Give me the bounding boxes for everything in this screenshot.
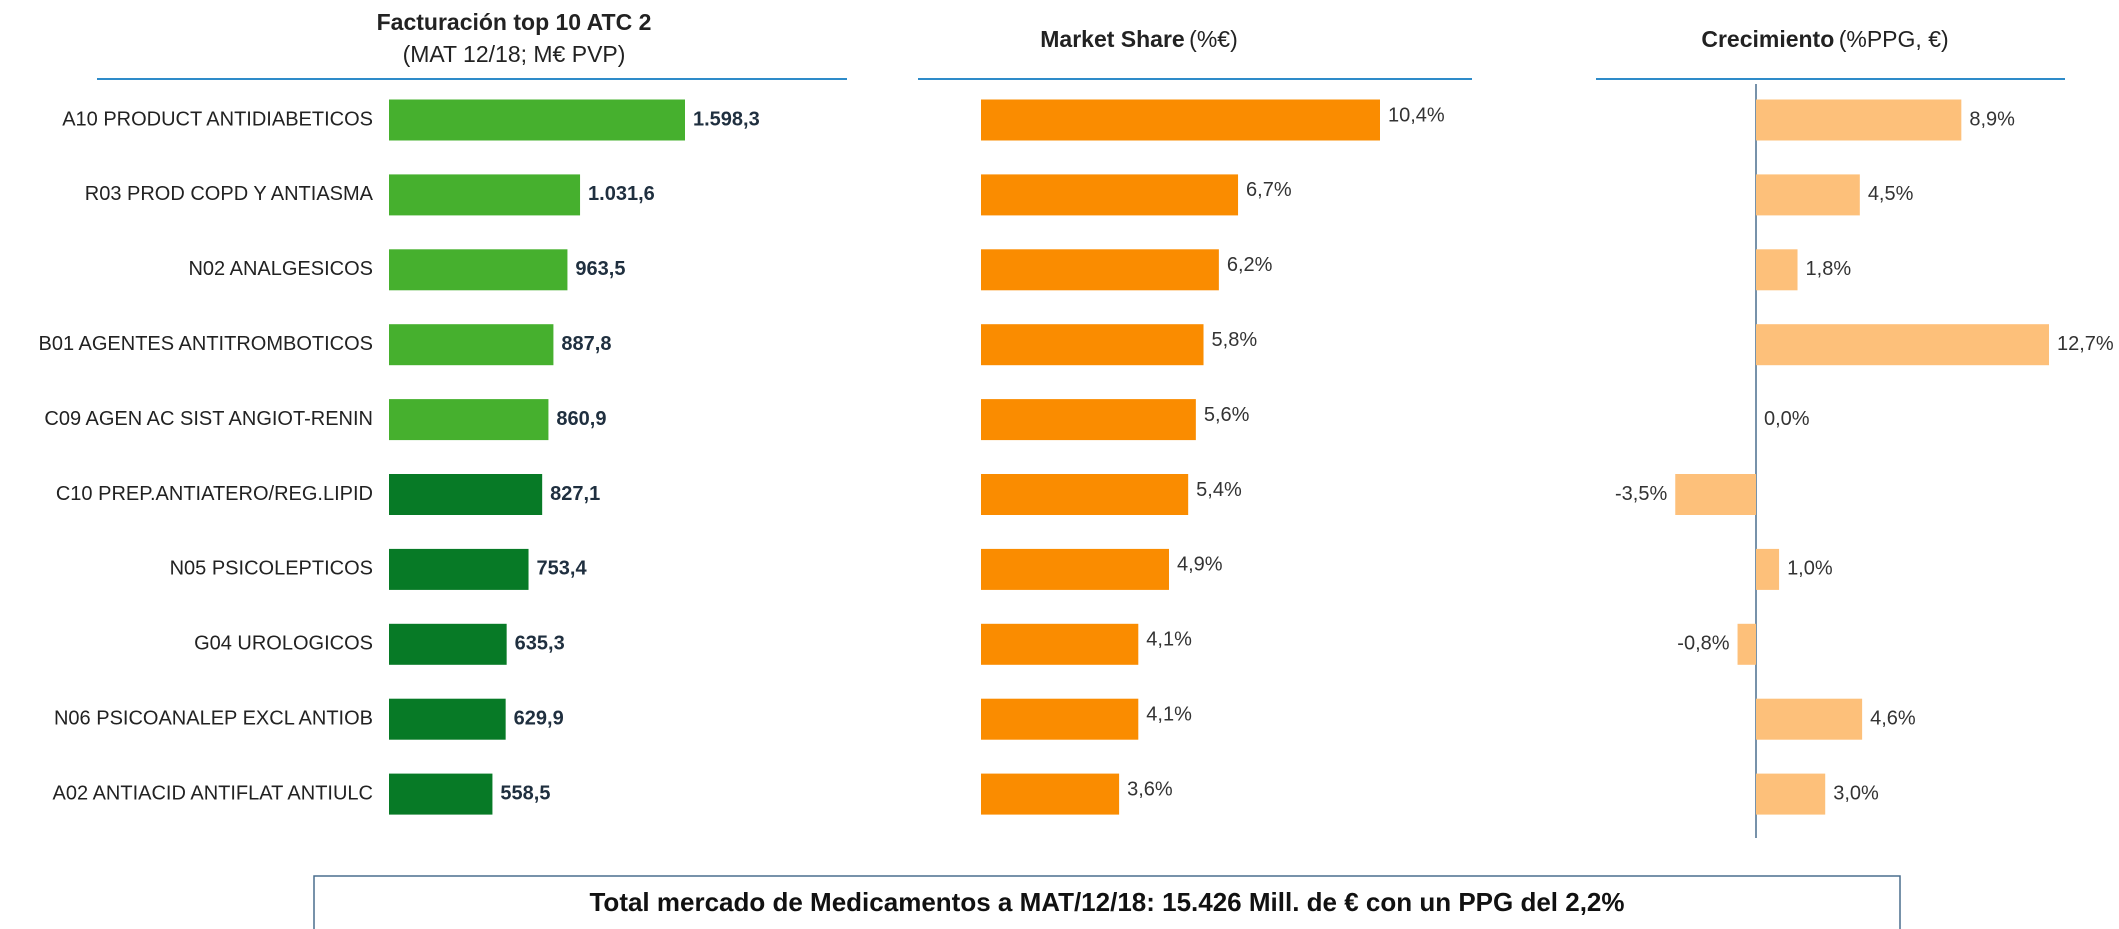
chart-title-group: Market Share (%€) <box>1040 26 1237 52</box>
bar <box>389 623 507 665</box>
value-label: 0,0% <box>1764 408 1810 430</box>
value-label: 4,6% <box>1870 707 1916 729</box>
bar <box>981 698 1139 740</box>
category-label: R03 PROD COPD Y ANTIASMA <box>85 183 374 205</box>
category-label: N02 ANALGESICOS <box>188 258 373 280</box>
value-label: 12,7% <box>2057 333 2114 355</box>
bar <box>389 548 529 590</box>
category-label: A10 PRODUCT ANTIDIABETICOS <box>62 108 373 130</box>
bar <box>981 548 1169 590</box>
chart-title: Crecimiento <box>1701 26 1834 52</box>
chart-subtitle: (MAT 12/18; M€ PVP) <box>403 41 626 67</box>
value-label: 4,9% <box>1177 554 1223 576</box>
bar <box>981 623 1139 665</box>
bar <box>1737 623 1756 665</box>
bar <box>389 99 685 141</box>
bar <box>981 474 1189 515</box>
value-label: 4,1% <box>1146 629 1192 651</box>
bar <box>981 399 1196 441</box>
chart-title-group: Crecimiento (%PPG, €) <box>1701 26 1948 52</box>
value-label: 1,8% <box>1806 258 1852 280</box>
value-label: 10,4% <box>1388 104 1445 126</box>
chart-subtitle: (%PPG, €) <box>1839 26 1949 52</box>
value-label: 558,5 <box>500 782 550 804</box>
value-label: 860,9 <box>556 408 606 430</box>
value-label: 1,0% <box>1787 558 1833 580</box>
bar <box>389 773 493 815</box>
bar <box>1756 99 1962 141</box>
value-label: 963,5 <box>575 258 625 280</box>
category-label: A02 ANTIACID ANTIFLAT ANTIULC <box>53 782 373 804</box>
bar <box>389 324 554 366</box>
category-label: C10 PREP.ANTIATERO/REG.LIPID <box>56 483 373 505</box>
value-label: 887,8 <box>561 333 611 355</box>
chart-subtitle: (%€) <box>1189 26 1238 52</box>
bar <box>1675 474 1756 515</box>
footer: Total mercado de Medicamentos a MAT/12/1… <box>589 887 1624 917</box>
bar <box>1756 249 1798 291</box>
value-label: -3,5% <box>1615 483 1667 505</box>
value-label: 5,6% <box>1204 404 1250 426</box>
bar <box>1756 324 2049 366</box>
bar <box>389 174 581 216</box>
value-label: -0,8% <box>1677 633 1729 655</box>
bar <box>389 249 568 291</box>
value-label: 1.031,6 <box>588 183 655 205</box>
value-label: 6,7% <box>1246 179 1292 201</box>
value-label: 8,9% <box>1969 108 2015 130</box>
value-label: 4,5% <box>1868 183 1914 205</box>
bar <box>389 698 506 740</box>
bar <box>1756 698 1863 740</box>
chart-title: Market Share <box>1040 26 1184 52</box>
category-label: G04 UROLOGICOS <box>194 633 373 655</box>
bar <box>1756 548 1780 590</box>
value-label: 753,4 <box>537 558 588 580</box>
bar <box>981 324 1204 366</box>
value-label: 5,4% <box>1196 479 1242 501</box>
bar <box>981 249 1219 291</box>
bar <box>1756 773 1826 815</box>
category-label: N05 PSICOLEPTICOS <box>170 558 373 580</box>
category-label: C09 AGEN AC SIST ANGIOT-RENIN <box>44 408 373 430</box>
category-label: N06 PSICOANALEP EXCL ANTIOB <box>54 707 373 729</box>
category-label: B01 AGENTES ANTITROMBOTICOS <box>38 333 373 355</box>
value-label: 629,9 <box>514 707 564 729</box>
value-label: 827,1 <box>550 483 600 505</box>
bar <box>389 474 543 515</box>
value-label: 1.598,3 <box>693 108 760 130</box>
value-label: 6,2% <box>1227 254 1273 276</box>
bar <box>981 99 1380 141</box>
bar <box>389 399 549 441</box>
chart-title: Facturación top 10 ATC 2 <box>377 9 652 35</box>
value-label: 3,0% <box>1833 782 1879 804</box>
bar <box>1756 174 1860 216</box>
bar <box>981 174 1239 216</box>
footer-box <box>313 875 1901 929</box>
value-label: 635,3 <box>515 633 565 655</box>
bar <box>981 773 1120 815</box>
value-label: 3,6% <box>1127 778 1173 800</box>
value-label: 5,8% <box>1212 329 1258 351</box>
value-label: 4,1% <box>1146 703 1192 725</box>
